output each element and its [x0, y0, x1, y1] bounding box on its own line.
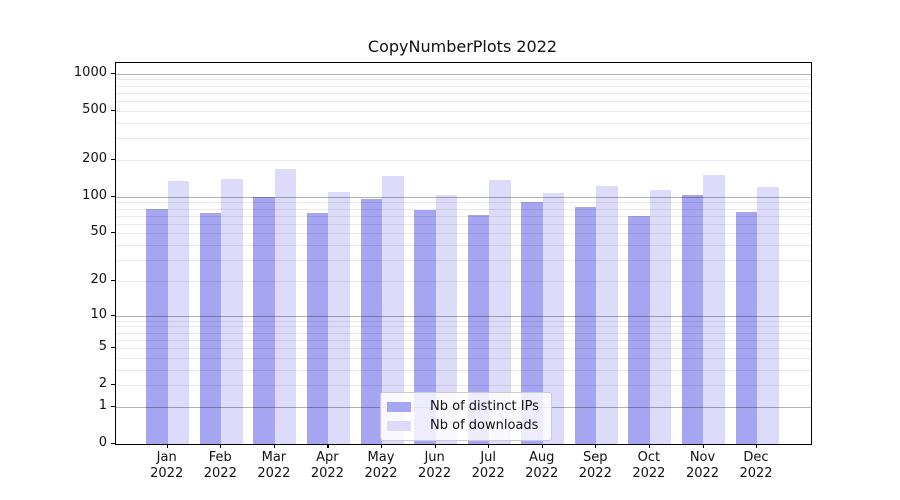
- x-tick-sep: [595, 444, 597, 448]
- y-tick-1000: [111, 72, 115, 74]
- bar-downloads-may: [382, 175, 404, 444]
- x-tick-nov: [702, 444, 704, 448]
- x-tick-jan: [166, 444, 168, 448]
- chart-title: CopyNumberPlots 2022: [367, 37, 558, 56]
- legend-label-downloads: Nb of downloads: [430, 418, 539, 433]
- x-tick-apr: [327, 444, 329, 448]
- x-tick-dec: [756, 444, 758, 448]
- x-tick-mar: [273, 444, 276, 448]
- bar-downloads-apr: [328, 192, 350, 444]
- legend-entry-distinct-ips: Nb of distinct IPs: [387, 397, 539, 416]
- bar-distinct-ips-sep: [574, 206, 597, 444]
- bar-distinct-ips-oct: [628, 215, 650, 444]
- y-tick-50: [111, 232, 115, 234]
- bar-distinct-ips-jan: [146, 208, 168, 444]
- y-tick-100: [111, 195, 115, 197]
- legend-swatch-downloads: [387, 420, 411, 431]
- y-tick-20: [111, 279, 115, 282]
- bar-distinct-ips-jun: [414, 209, 436, 444]
- x-tick-label-jan: Jan 2022: [150, 450, 184, 481]
- x-tick-label-jun: Jun 2022: [418, 450, 452, 481]
- x-tick-label-dec: Dec 2022: [739, 450, 773, 481]
- bar-downloads-mar: [274, 168, 297, 444]
- x-tick-label-oct: Oct 2022: [632, 450, 666, 481]
- y-tick-label-50: 50: [90, 224, 107, 240]
- y-tick-200: [111, 158, 115, 160]
- bar-distinct-ips-may: [360, 198, 382, 444]
- bar-downloads-oct: [649, 190, 672, 444]
- x-tick-jul: [488, 444, 490, 448]
- y-tick-2: [111, 384, 115, 386]
- x-tick-jun: [434, 444, 436, 448]
- y-tick-label-2: 2: [98, 376, 107, 392]
- y-tick-500: [111, 109, 115, 112]
- y-tick-label-10: 10: [90, 306, 107, 322]
- bar-downloads-nov: [703, 174, 725, 444]
- bar-downloads-jan: [167, 180, 190, 444]
- x-tick-label-sep: Sep 2022: [578, 450, 612, 481]
- y-tick-label-20: 20: [90, 271, 107, 287]
- y-tick-label-1000: 1000: [73, 64, 107, 80]
- bar-downloads-dec: [757, 187, 779, 444]
- bar-distinct-ips-jul: [467, 214, 490, 444]
- y-tick-1: [111, 405, 115, 408]
- bar-downloads-sep: [596, 186, 618, 444]
- x-tick-feb: [220, 444, 222, 448]
- bar-distinct-ips-dec: [735, 211, 758, 444]
- y-tick-label-100: 100: [82, 187, 107, 203]
- y-tick-5: [111, 347, 115, 349]
- x-tick-label-mar: Mar 2022: [257, 450, 291, 481]
- y-tick-label-5: 5: [98, 339, 107, 354]
- bar-distinct-ips-nov: [681, 195, 704, 444]
- bar-downloads-jul: [489, 180, 511, 444]
- y-tick-label-200: 200: [82, 150, 107, 166]
- x-tick-label-may: May 2022: [364, 450, 398, 481]
- plot-area: [115, 62, 812, 445]
- x-tick-oct: [648, 444, 651, 448]
- y-tick-10: [111, 314, 115, 316]
- y-tick-label-0: 0: [98, 435, 107, 450]
- x-tick-label-nov: Nov 2022: [685, 450, 720, 481]
- bar-distinct-ips-aug: [521, 201, 543, 444]
- x-tick-may: [381, 444, 383, 448]
- y-tick-label-500: 500: [82, 101, 107, 117]
- x-tick-label-jul: Jul 2022: [471, 450, 505, 481]
- legend-label-distinct-ips: Nb of distinct IPs: [430, 399, 539, 414]
- bar-downloads-aug: [542, 192, 565, 444]
- bar-layer: [116, 63, 811, 444]
- bar-distinct-ips-apr: [306, 212, 329, 444]
- x-tick-label-apr: Apr 2022: [310, 450, 344, 481]
- x-tick-label-feb: Feb 2022: [203, 450, 237, 481]
- bar-downloads-jun: [435, 194, 458, 444]
- y-tick-label-1: 1: [98, 397, 107, 413]
- x-tick-aug: [541, 444, 543, 448]
- x-tick-label-aug: Aug 2022: [525, 450, 559, 481]
- legend: Nb of distinct IPs Nb of downloads: [380, 392, 552, 441]
- bar-downloads-feb: [221, 179, 243, 444]
- legend-swatch-distinct-ips: [387, 401, 411, 412]
- legend-entry-downloads: Nb of downloads: [387, 416, 539, 435]
- y-tick-0: [111, 443, 115, 445]
- bar-distinct-ips-mar: [253, 197, 275, 444]
- bar-distinct-ips-feb: [199, 213, 222, 444]
